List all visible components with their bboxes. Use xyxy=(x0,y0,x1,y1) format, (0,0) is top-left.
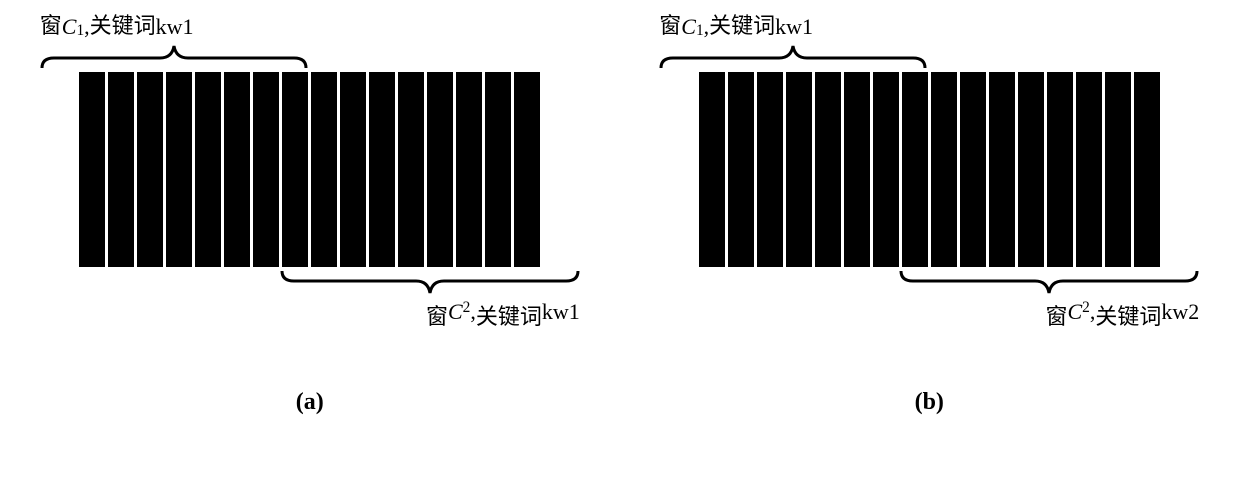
bar xyxy=(728,72,754,267)
bar xyxy=(340,72,366,267)
panel-b-subfig: (b) xyxy=(915,389,944,416)
panel-b-bottom-var: C xyxy=(1067,299,1082,325)
panel-a: 窗 C 1 , 关键词 kw1 xyxy=(30,10,590,416)
panel-b-bars xyxy=(699,72,1160,267)
bar xyxy=(1047,72,1073,267)
bar xyxy=(456,72,482,267)
bar xyxy=(699,72,725,267)
panel-b-bottom-kw: kw2 xyxy=(1161,299,1199,325)
panel-b-top-label: 窗 C 1 , 关键词 kw1 xyxy=(659,10,813,40)
brace-top-icon xyxy=(40,44,308,70)
panel-a-top-group: 窗 C 1 , 关键词 kw1 xyxy=(40,10,308,70)
brace-bottom-icon xyxy=(899,269,1199,295)
bar xyxy=(931,72,957,267)
bar xyxy=(873,72,899,267)
bar xyxy=(1134,72,1160,267)
panel-a-bottom-prefix: 窗 xyxy=(426,299,448,331)
bar xyxy=(253,72,279,267)
bar xyxy=(195,72,221,267)
panel-a-bottom-sub: 2 xyxy=(463,299,471,317)
bar xyxy=(398,72,424,267)
panel-a-top-var: C xyxy=(62,14,77,40)
bar xyxy=(1076,72,1102,267)
panel-b-bottom-sub: 2 xyxy=(1082,299,1090,317)
panel-a-bottom-kwprefix: 关键词 xyxy=(476,299,542,331)
bar xyxy=(137,72,163,267)
brace-bottom-icon xyxy=(280,269,580,295)
panel-a-bottom-group: 窗 C 2 , 关键词 kw1 xyxy=(280,269,580,329)
panel-b: 窗 C 1 , 关键词 kw1 xyxy=(649,10,1209,416)
bar xyxy=(902,72,928,267)
bar xyxy=(960,72,986,267)
bar xyxy=(166,72,192,267)
bar xyxy=(844,72,870,267)
bar xyxy=(757,72,783,267)
panel-b-top-kwprefix: 关键词 xyxy=(709,8,775,40)
bar xyxy=(282,72,308,267)
panel-b-top-prefix: 窗 xyxy=(659,8,681,40)
panel-b-bottom-label: 窗 C 2 , 关键词 kw2 xyxy=(1045,299,1199,329)
bar xyxy=(311,72,337,267)
brace-top-icon xyxy=(659,44,927,70)
panel-a-bottom-label: 窗 C 2 , 关键词 kw1 xyxy=(426,299,580,329)
figure-page: 窗 C 1 , 关键词 kw1 xyxy=(0,0,1239,504)
panel-b-top-sub: 1 xyxy=(696,22,704,40)
bar xyxy=(224,72,250,267)
panel-b-bottom-kwprefix: 关键词 xyxy=(1095,299,1161,331)
panel-b-bottom-group: 窗 C 2 , 关键词 kw2 xyxy=(899,269,1199,329)
panel-a-top-prefix: 窗 xyxy=(40,8,62,40)
bar xyxy=(1018,72,1044,267)
bar xyxy=(514,72,540,267)
bar xyxy=(989,72,1015,267)
panel-a-bottom-var: C xyxy=(448,299,463,325)
panel-a-subfig: (a) xyxy=(296,389,324,416)
panel-a-top-kwprefix: 关键词 xyxy=(90,8,156,40)
bar xyxy=(485,72,511,267)
panel-b-top-var: C xyxy=(681,14,696,40)
panel-a-top-label: 窗 C 1 , 关键词 kw1 xyxy=(40,10,194,40)
panel-b-top-kw: kw1 xyxy=(775,14,813,40)
panel-b-top-group: 窗 C 1 , 关键词 kw1 xyxy=(659,10,927,70)
bar xyxy=(815,72,841,267)
bar xyxy=(427,72,453,267)
panel-a-bars xyxy=(79,72,540,267)
bar xyxy=(79,72,105,267)
bar xyxy=(369,72,395,267)
panel-a-top-kw: kw1 xyxy=(156,14,194,40)
bar xyxy=(1105,72,1131,267)
bar xyxy=(786,72,812,267)
panel-b-bottom-prefix: 窗 xyxy=(1045,299,1067,331)
panel-a-bottom-kw: kw1 xyxy=(542,299,580,325)
bar xyxy=(108,72,134,267)
panel-a-top-sub: 1 xyxy=(76,22,84,40)
